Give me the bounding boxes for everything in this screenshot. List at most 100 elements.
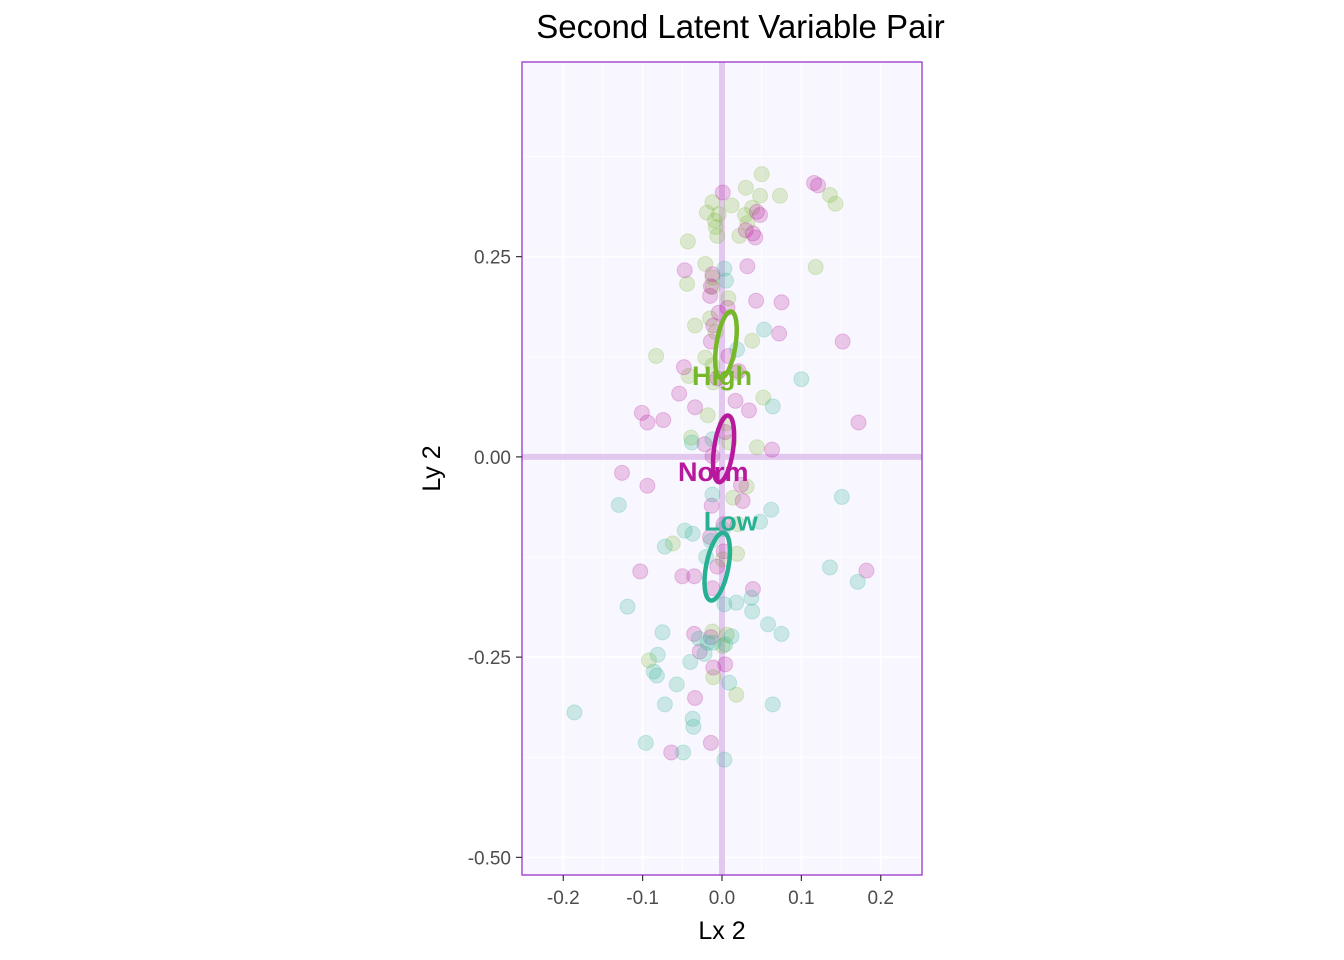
data-point-low <box>773 625 790 642</box>
data-point-high <box>731 227 748 244</box>
data-point-low <box>833 488 850 505</box>
group-label-low: Low <box>704 507 759 537</box>
data-point-high <box>753 166 770 183</box>
data-point-high <box>755 389 772 406</box>
data-point-low <box>696 645 713 662</box>
data-point-low <box>684 525 701 542</box>
data-point-norm <box>810 177 827 194</box>
data-point-norm <box>633 404 650 421</box>
data-point-high <box>744 199 761 216</box>
data-point-low <box>705 634 722 651</box>
data-point-norm <box>676 262 693 279</box>
data-point-high <box>687 317 704 334</box>
data-point-low <box>656 696 673 713</box>
chart-title: Second Latent Variable Pair <box>536 8 945 45</box>
data-point-norm <box>702 629 719 646</box>
data-point-norm <box>734 492 751 509</box>
data-point-high <box>739 214 756 231</box>
data-point-norm <box>744 581 761 598</box>
data-point-low <box>752 513 769 530</box>
data-point-norm <box>850 414 867 431</box>
data-point-high <box>698 204 715 221</box>
data-point-low <box>764 398 781 415</box>
data-point-high <box>683 429 700 446</box>
x-tick-label: 0.0 <box>709 888 735 909</box>
data-point-low <box>717 272 734 289</box>
data-point-high <box>827 195 844 212</box>
data-point-norm <box>717 656 734 673</box>
data-point-high <box>738 478 755 495</box>
x-tick-label: -0.1 <box>626 888 659 909</box>
data-point-high <box>680 367 697 384</box>
data-point-high <box>697 255 714 272</box>
data-point-norm <box>639 414 656 431</box>
data-point-high <box>723 197 740 214</box>
data-point-high <box>702 310 719 327</box>
data-point-low <box>764 696 781 713</box>
data-point-norm <box>639 477 656 494</box>
data-point-high <box>737 179 754 196</box>
data-point-norm <box>705 659 722 676</box>
data-point-high <box>725 489 742 506</box>
data-point-high <box>704 269 721 286</box>
data-point-norm <box>740 402 757 419</box>
data-point-norm <box>632 563 649 580</box>
data-point-low <box>743 589 760 606</box>
data-point-norm <box>687 689 704 706</box>
data-point-norm <box>748 203 765 220</box>
data-point-low <box>716 751 733 768</box>
data-point-norm <box>702 734 719 751</box>
data-point-norm <box>704 266 721 283</box>
data-point-high <box>729 516 746 533</box>
data-point-high <box>704 194 721 211</box>
data-point-high <box>697 349 714 366</box>
data-point-norm <box>709 558 726 575</box>
data-point-norm <box>773 294 790 311</box>
ellipse-norm <box>710 413 737 485</box>
data-point-low <box>684 710 701 727</box>
data-point-low <box>675 744 692 761</box>
data-point-low <box>566 704 583 721</box>
data-point-norm <box>764 441 780 458</box>
data-point-norm <box>696 436 713 453</box>
data-point-high <box>705 669 722 686</box>
data-point-low <box>637 734 654 751</box>
origin-lines <box>522 62 922 875</box>
data-point-low <box>744 603 761 620</box>
data-point-norm <box>737 222 754 239</box>
data-point-high <box>752 187 769 204</box>
x-axis: -0.2 -0.1 0.0 0.1 0.2 <box>547 875 894 909</box>
data-point-low <box>763 501 780 518</box>
data-point-high <box>714 637 731 654</box>
data-point-high <box>699 407 716 424</box>
data-point-norm <box>702 278 719 295</box>
data-point-high <box>664 535 681 552</box>
data-point-high <box>706 212 723 229</box>
x-tick-label: 0.2 <box>868 888 894 909</box>
data-point-low <box>648 667 665 684</box>
data-point-high <box>718 626 735 643</box>
data-point-low <box>649 646 666 663</box>
data-point-low <box>619 598 636 615</box>
data-points <box>566 166 875 768</box>
confidence-ellipses <box>702 309 739 603</box>
data-point-low <box>716 596 733 613</box>
data-point-low <box>690 630 707 647</box>
data-point-high <box>807 259 824 276</box>
data-point-norm <box>733 476 750 493</box>
data-point-norm <box>739 258 756 275</box>
data-point-low <box>723 628 740 645</box>
data-point-norm <box>730 363 747 380</box>
data-point-high <box>737 206 754 223</box>
data-point-high <box>707 219 724 236</box>
data-point-norm <box>686 568 703 585</box>
data-point-high <box>748 439 765 456</box>
data-point-low <box>716 260 733 277</box>
data-point-high <box>704 279 721 296</box>
group-labels: High Norm Low <box>678 361 759 537</box>
data-point-low <box>704 486 721 503</box>
data-point-norm <box>675 359 692 376</box>
y-axis-title: Ly 2 <box>418 445 446 491</box>
data-point-norm <box>727 392 744 409</box>
data-point-low <box>793 371 810 388</box>
